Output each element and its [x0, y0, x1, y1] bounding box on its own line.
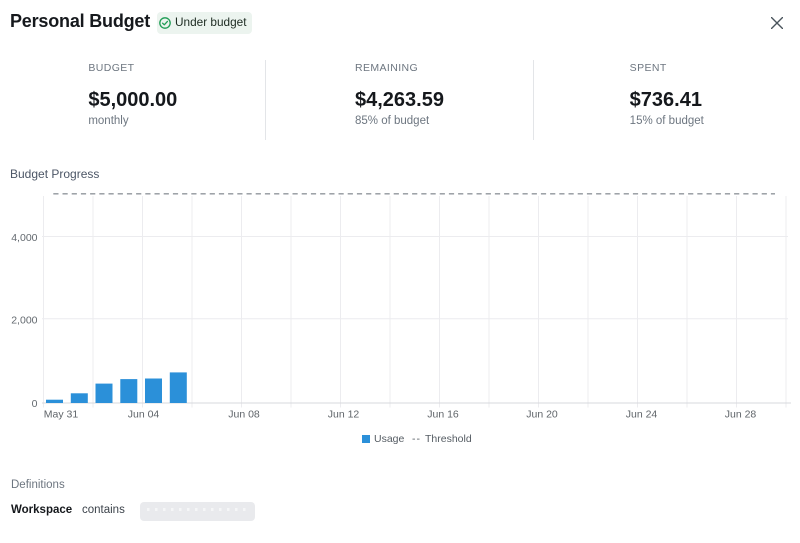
svg-text:4,000: 4,000: [11, 232, 37, 244]
svg-text:Jun 12: Jun 12: [328, 409, 360, 420]
svg-text:Jun 04: Jun 04: [128, 409, 160, 420]
svg-text:Jun 24: Jun 24: [626, 409, 658, 420]
svg-text:May 31: May 31: [44, 409, 79, 420]
svg-text:Jun 08: Jun 08: [228, 409, 260, 420]
svg-text:2,000: 2,000: [11, 314, 37, 326]
svg-text:Jun 16: Jun 16: [427, 409, 459, 420]
svg-text:0: 0: [32, 398, 38, 410]
svg-text:Jun 28: Jun 28: [725, 409, 757, 420]
svg-text:Jun 20: Jun 20: [526, 409, 558, 420]
